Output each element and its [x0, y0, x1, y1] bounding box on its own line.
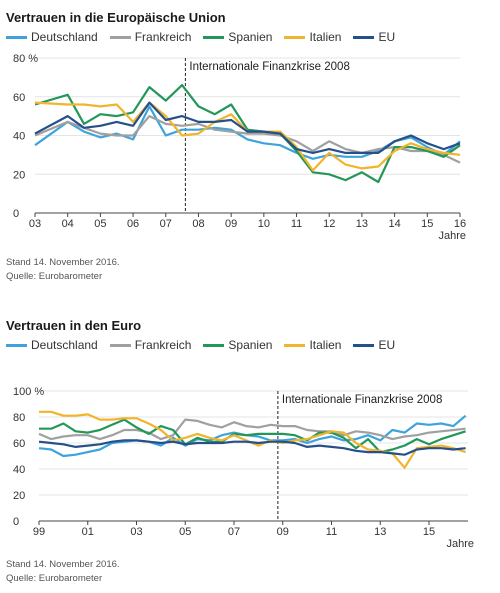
stand-note: Stand 14. November 2016.: [6, 257, 120, 268]
legend-item-spanien: Spanien: [203, 338, 272, 352]
y-tick-label: 80 %: [13, 53, 38, 65]
x-tick-label: 12: [323, 218, 335, 230]
x-tick-label: 11: [326, 526, 337, 538]
legend-item-frankreich: Frankreich: [109, 338, 192, 352]
series-line-frankreich: [34, 114, 461, 164]
legend-label: Spanien: [228, 338, 273, 352]
x-tick-label: 11: [291, 218, 302, 230]
legend-label: Deutschland: [31, 30, 98, 44]
legend-label: Italien: [309, 338, 342, 352]
chart-title: Vertrauen in die Europäische Union: [6, 10, 226, 25]
x-tick-label: 03: [130, 526, 142, 538]
x-tick-label: 10: [258, 218, 270, 230]
legend-label: EU: [378, 30, 396, 44]
x-tick-label: 13: [374, 526, 386, 538]
legend-swatch: [109, 35, 131, 39]
chart-title: Vertrauen in den Euro: [6, 318, 142, 333]
legend-swatch: [6, 343, 27, 347]
y-tick-label: 100 %: [13, 386, 44, 398]
legend-swatch: [6, 35, 27, 39]
legend-label: Italien: [309, 30, 342, 44]
legend-item-eu: EU: [353, 30, 395, 44]
legend-swatch: [284, 343, 306, 347]
x-tick-label: 05: [179, 526, 191, 538]
x-tick-label: 09: [277, 526, 289, 538]
legend-swatch: [203, 35, 225, 39]
legend-swatch: [353, 35, 375, 39]
legend-item-frankreich: Frankreich: [109, 30, 192, 44]
series-line-italien: [39, 410, 466, 469]
x-tick-label: 07: [160, 218, 172, 230]
x-tick-label: 03: [29, 218, 41, 230]
y-tick-label: 60: [13, 92, 25, 104]
chart-panel-euro: Vertrauen in den Euro Deutschland Frankr…: [0, 308, 500, 593]
legend-label: Frankreich: [134, 30, 192, 44]
x-tick-label: 15: [423, 526, 435, 538]
annotation-label: Internationale Finanzkrise 2008: [282, 394, 442, 406]
legend-item-italien: Italien: [284, 338, 341, 352]
legend-swatch: [353, 343, 375, 347]
y-tick-label: 40: [13, 464, 25, 476]
legend-item-spanien: Spanien: [203, 30, 272, 44]
series-line-eu: [34, 101, 461, 154]
x-tick-label: 01: [82, 526, 94, 538]
chart-panel-eu: Vertrauen in die Europäische Union Deuts…: [0, 0, 500, 296]
x-tick-label: 13: [356, 218, 368, 230]
series-line-deutschland: [38, 414, 467, 458]
chart-legend: Deutschland Frankreich Spanien Italien E…: [6, 338, 407, 352]
legend-swatch: [284, 35, 306, 39]
source-note: Quelle: Eurobarometer: [6, 271, 103, 282]
y-tick-label: 80: [13, 412, 25, 424]
x-tick-label: 06: [127, 218, 139, 230]
stand-note: Stand 14. November 2016.: [6, 559, 120, 570]
legend-label: Deutschland: [31, 338, 98, 352]
series-line-eu: [38, 439, 466, 456]
x-axis-label: Jahre: [438, 230, 466, 242]
y-tick-label: 0: [13, 516, 19, 528]
y-tick-label: 0: [13, 208, 19, 220]
legend-item-italien: Italien: [284, 30, 341, 44]
legend-item-deutschland: Deutschland: [6, 338, 98, 352]
legend-label: Frankreich: [134, 338, 192, 352]
annotation-label: Internationale Finanzkrise 2008: [189, 61, 349, 73]
y-tick-label: 20: [13, 169, 25, 181]
x-tick-label: 15: [421, 218, 433, 230]
y-tick-label: 40: [13, 131, 25, 143]
chart-legend: Deutschland Frankreich Spanien Italien E…: [6, 30, 407, 44]
x-tick-label: 09: [225, 218, 237, 230]
y-tick-label: 60: [13, 438, 25, 450]
x-tick-label: 04: [62, 218, 74, 230]
y-tick-label: 20: [13, 490, 25, 502]
series-line-frankreich: [38, 418, 466, 441]
x-tick-label: 07: [228, 526, 240, 538]
legend-swatch: [203, 343, 225, 347]
line-chart-euro-trust: 0 20 40 60 80 100 % 99 01 03 05 07 09 11 13 15 Jahre Int…: [13, 386, 474, 550]
legend-item-deutschland: Deutschland: [6, 30, 98, 44]
line-chart-eu-trust: 0 20 40 60 80 % 03 04 05 06 07 08 09 10 11 12 13 14 15 16J…: [13, 53, 466, 242]
source-note: Quelle: Eurobarometer: [6, 573, 103, 584]
x-tick-label: 08: [192, 218, 204, 230]
series-line-spanien: [39, 418, 466, 454]
x-axis-label: Jahre: [446, 538, 474, 550]
x-tick-label: 05: [94, 218, 106, 230]
legend-label: Spanien: [228, 30, 273, 44]
x-tick-label: 99: [33, 526, 45, 538]
legend-item-eu: EU: [353, 338, 395, 352]
legend-swatch: [109, 343, 131, 347]
x-tick-label: 14: [388, 218, 400, 230]
x-tick-label: 16: [454, 218, 466, 230]
legend-label: EU: [378, 338, 396, 352]
